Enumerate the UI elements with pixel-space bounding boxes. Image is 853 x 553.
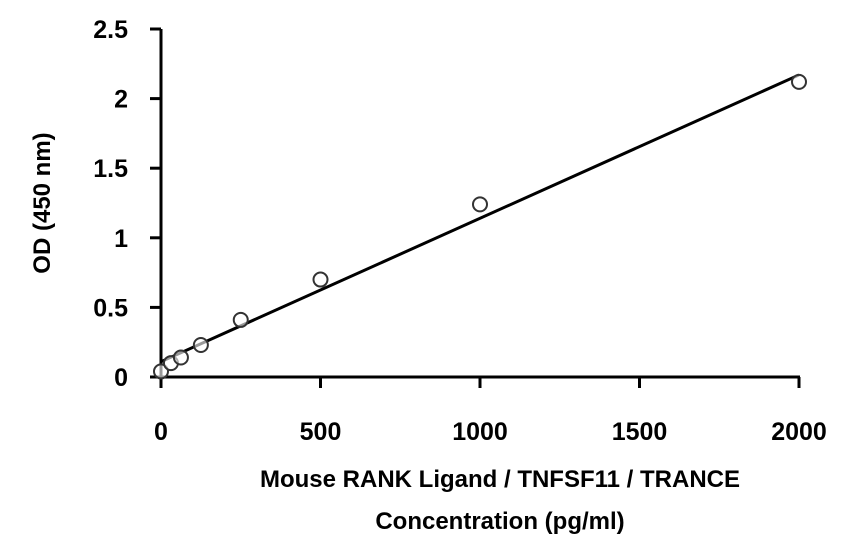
- x-tick-label: 0: [154, 418, 168, 446]
- data-point: [172, 349, 189, 366]
- data-point: [153, 363, 169, 380]
- y-tick-label: 0: [114, 364, 128, 392]
- data-point: [192, 336, 209, 353]
- data-point: [472, 196, 488, 213]
- y-tick-label: 2: [114, 86, 128, 114]
- trendline: [160, 73, 800, 364]
- x-tick-label: 1000: [452, 418, 508, 446]
- x-axis-label-line2: Concentration (pg/ml): [375, 508, 624, 535]
- x-tick-label: 1500: [612, 418, 668, 446]
- y-tick-label: 2.5: [93, 16, 128, 44]
- x-axis-label-line1: Mouse RANK Ligand / TNFSF11 / TRANCE: [260, 466, 740, 493]
- y-tick-label: 1.5: [93, 155, 128, 183]
- data-point: [791, 73, 807, 90]
- y-axis-label: OD (450 nm): [29, 132, 56, 273]
- y-tick-label: 1: [114, 225, 128, 253]
- data-point: [232, 311, 249, 328]
- x-tick-label: 500: [300, 418, 342, 446]
- data-point: [312, 271, 329, 288]
- x-tick-label: 2000: [771, 418, 827, 446]
- y-tick-label: 0.5: [93, 294, 128, 322]
